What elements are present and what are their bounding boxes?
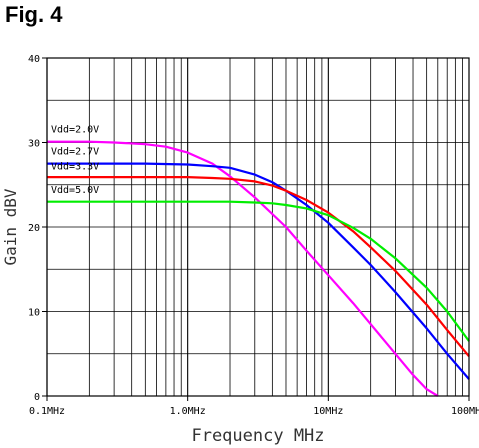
data-series [47, 140, 470, 397]
series-label: Vdd=5.0V [51, 185, 99, 196]
y-tick-label: 0 [34, 392, 40, 403]
series-line [47, 200, 470, 342]
x-tick-label: 10MHz [313, 406, 343, 417]
series-label: Vdd=2.7V [51, 146, 99, 157]
y-tick-label: 30 [28, 139, 40, 150]
axis-ticks: 0.1MHz 1.0MHz 10MHz 100MHz 0 10 20 30 40 [28, 54, 479, 417]
series-line [47, 140, 439, 397]
y-axis-label: Gain dBV [1, 188, 20, 265]
x-tick-label: 100MHz [451, 406, 479, 417]
y-tick-label: 10 [28, 308, 40, 319]
series-labels: Vdd=2.0V Vdd=2.7V Vdd=3.3V Vdd=5.0V [51, 124, 99, 196]
figure-label: Fig. 4 [5, 2, 63, 27]
series-line [47, 176, 470, 358]
x-tick-label: 1.0MHz [170, 406, 206, 417]
x-axis-label: Frequency MHz [191, 426, 324, 446]
series-label: Vdd=2.0V [51, 124, 99, 135]
x-tick-label: 0.1MHz [29, 406, 65, 417]
y-tick-label: 20 [28, 223, 40, 234]
y-tick-label: 40 [28, 54, 40, 65]
series-label: Vdd=3.3V [51, 162, 99, 173]
grid-lines [46, 57, 469, 397]
